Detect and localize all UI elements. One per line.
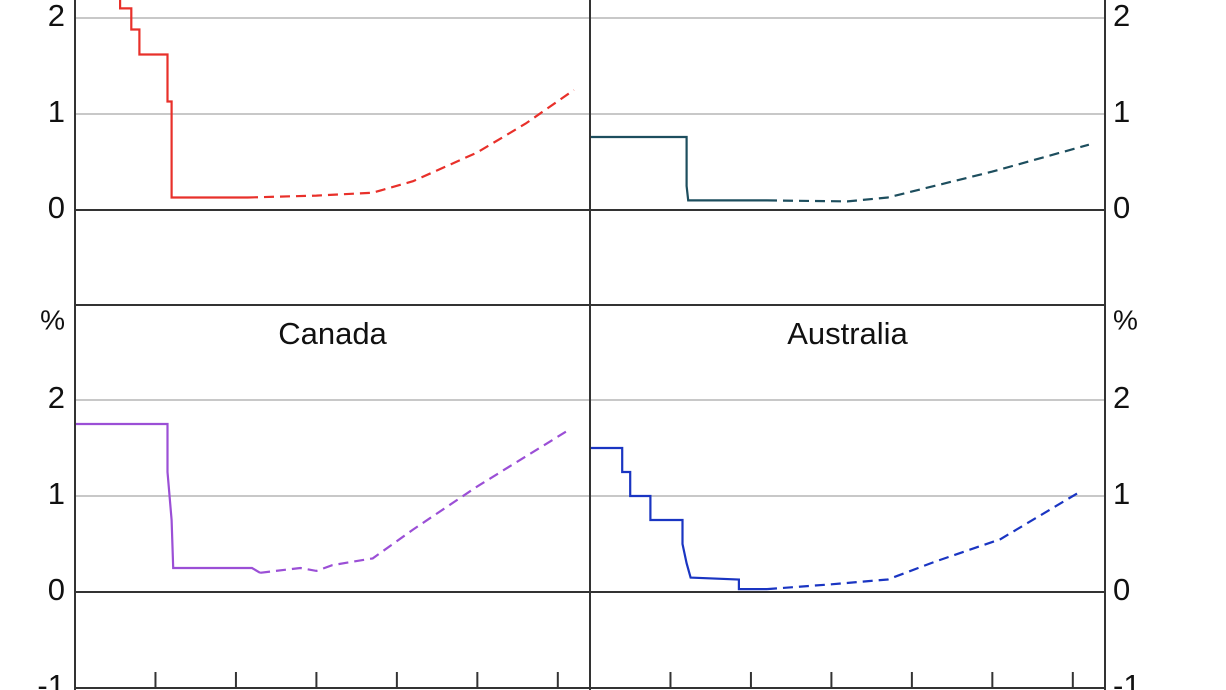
y-tick-label: 0 [48,572,65,607]
y-tick-label: 1 [48,476,65,511]
series-line [590,446,767,591]
y-tick-label: 2 [48,380,65,415]
series-line [119,0,248,199]
y-tick-label: 1 [1113,476,1130,511]
y-tick-label: -1 [37,668,65,690]
y-tick-label: 1 [1113,94,1130,129]
y-tick-label: 2 [48,0,65,33]
panel-title: Canada [278,316,387,351]
series-line [75,422,261,574]
series-line [766,490,1082,591]
y-tick-label: 0 [1113,190,1130,225]
mark-layer [75,0,1090,591]
y-unit-label: % [40,304,65,335]
y-tick-label: 2 [1113,0,1130,33]
y-tick-label: 0 [48,190,65,225]
y-unit-label: % [1113,304,1138,335]
series-line [766,143,1090,203]
y-tick-label: 1 [48,94,65,129]
series-line [590,135,767,202]
y-tick-label: 0 [1113,572,1130,607]
y-tick-label: -1 [1113,668,1141,690]
y-tick-label: 2 [1113,380,1130,415]
series-line [259,430,567,574]
text-layer: 0 1 2 0 1 2 -1 0 1 2 Canada% -1 0 1 2 Australia% [37,0,1140,690]
panel-title: Australia [787,316,908,351]
series-line [247,89,575,199]
